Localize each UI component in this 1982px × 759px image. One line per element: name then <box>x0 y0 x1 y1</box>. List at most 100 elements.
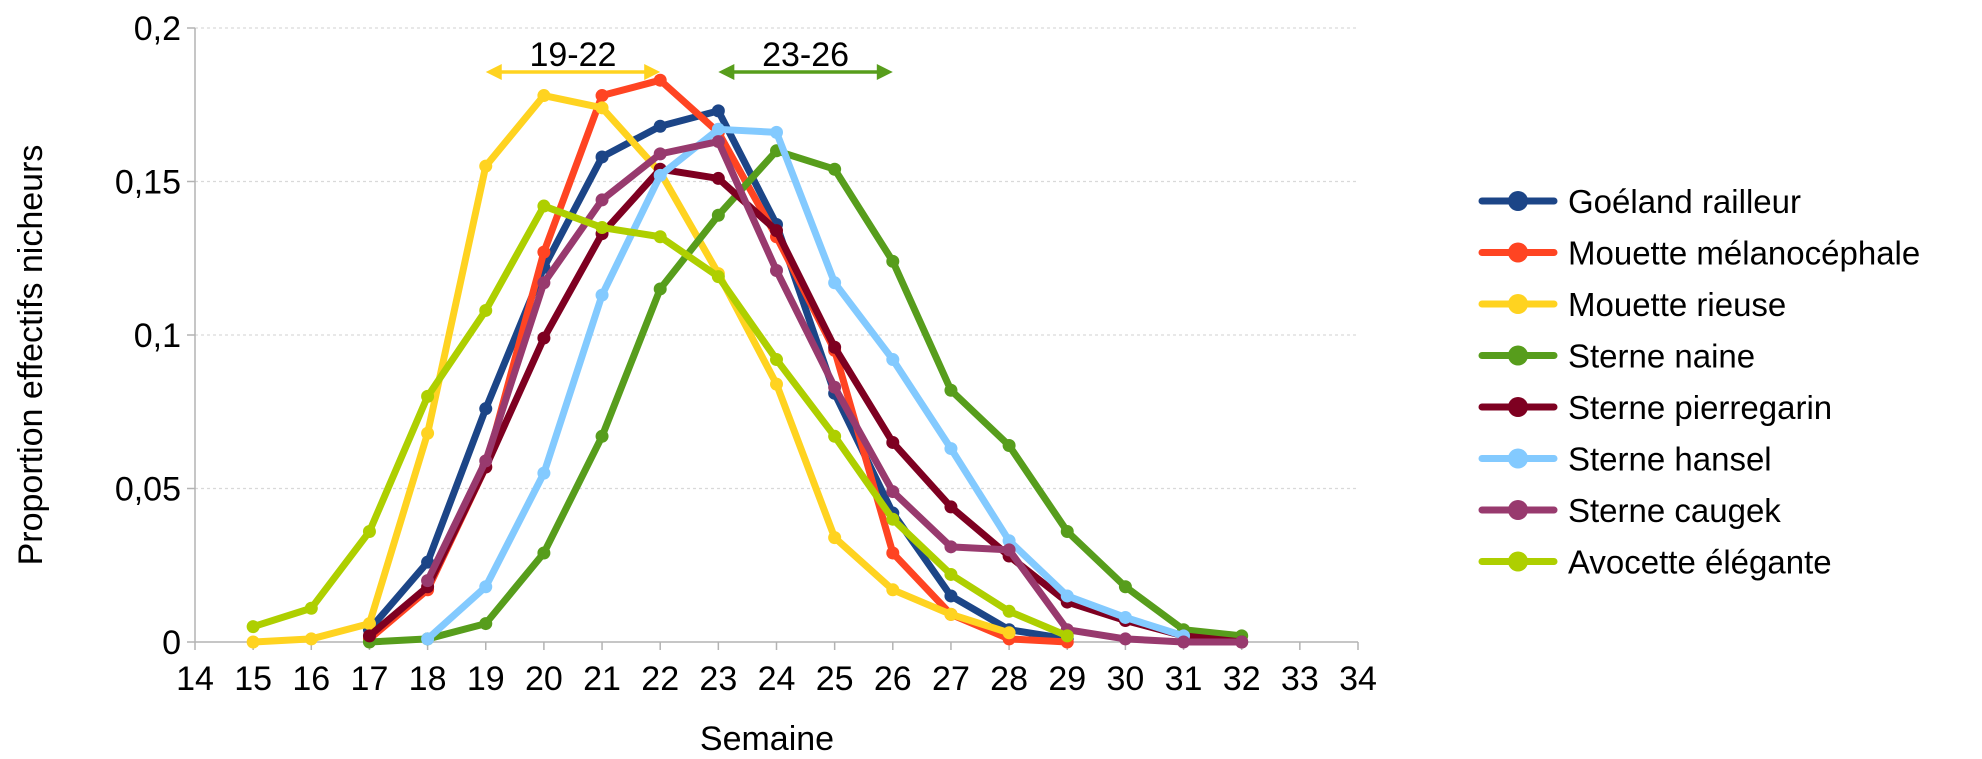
legend-label: Sterne pierregarin <box>1568 389 1832 426</box>
series-7 <box>246 199 1074 643</box>
legend-label: Mouette rieuse <box>1568 286 1786 323</box>
x-tick-label: 31 <box>1165 660 1203 698</box>
data-point <box>1060 589 1074 603</box>
data-point <box>421 389 435 403</box>
legend-swatch-marker <box>1508 551 1528 572</box>
legend-swatch-marker <box>1508 345 1528 366</box>
data-point <box>653 282 667 296</box>
legend-item: Sterne pierregarin <box>1478 389 1832 426</box>
legend-item: Mouette rieuse <box>1478 286 1786 323</box>
data-point <box>595 221 609 235</box>
x-tick-label: 28 <box>990 660 1028 698</box>
data-point <box>1002 626 1016 640</box>
data-point <box>1118 610 1132 624</box>
x-tick-label: 20 <box>525 660 563 698</box>
grid-lines <box>195 27 1358 490</box>
series-line <box>249 202 1071 640</box>
data-point <box>653 147 667 161</box>
series-lines <box>246 73 1249 649</box>
legend-item: Mouette mélanocéphale <box>1478 235 1920 272</box>
data-point <box>479 303 493 317</box>
series-line <box>365 147 1246 646</box>
legend-label: Sterne hansel <box>1568 441 1772 478</box>
legend-swatch-marker <box>1508 500 1528 520</box>
legend-swatch-marker <box>1508 448 1528 469</box>
annotation-arrow-head <box>644 64 661 80</box>
data-point <box>770 353 783 367</box>
series-line <box>365 165 1246 646</box>
x-tick-label: 22 <box>641 660 679 698</box>
data-point <box>711 122 725 136</box>
data-point <box>362 629 376 643</box>
data-point <box>479 580 493 594</box>
series-line <box>365 76 1071 646</box>
data-point <box>653 230 667 244</box>
x-tick-label: 14 <box>176 660 214 698</box>
data-point <box>595 150 609 164</box>
data-point <box>479 402 493 416</box>
data-point <box>828 276 842 290</box>
data-point <box>304 632 318 646</box>
data-point <box>1002 543 1016 557</box>
series-0 <box>362 104 1074 646</box>
x-tick-label: 17 <box>351 660 389 698</box>
data-point <box>421 632 435 646</box>
series-1 <box>362 73 1074 649</box>
data-point <box>479 454 493 468</box>
data-point <box>828 531 842 545</box>
x-tick-label: 18 <box>409 660 447 698</box>
data-point <box>886 546 900 560</box>
data-point <box>944 607 958 621</box>
annotation-arrow-head <box>876 64 893 80</box>
data-point <box>1002 604 1016 618</box>
legend-swatch-marker <box>1508 397 1528 417</box>
legend-item: Sterne caugek <box>1478 492 1781 529</box>
data-point <box>944 383 958 397</box>
legend-label: Sterne caugek <box>1568 492 1781 529</box>
data-point <box>770 264 783 278</box>
data-point <box>828 429 842 443</box>
data-point <box>537 331 551 345</box>
legend: Goéland railleur Mouette mélanocéphale Mou… <box>1478 183 1920 581</box>
annotation-arrow-head <box>485 64 502 80</box>
x-tick-label: 27 <box>932 660 970 698</box>
data-point <box>595 193 609 207</box>
x-tick-label: 33 <box>1281 660 1319 698</box>
data-point <box>886 583 900 597</box>
data-point <box>711 135 725 149</box>
data-point <box>653 168 667 182</box>
data-point <box>770 125 783 139</box>
x-tick-label: 24 <box>758 660 796 698</box>
data-point <box>537 466 551 480</box>
data-point <box>246 620 260 634</box>
annotation-1: 23-26 <box>718 36 893 80</box>
series-line <box>365 107 1071 643</box>
data-point <box>304 601 318 615</box>
series-6 <box>421 135 1249 649</box>
data-point <box>1118 580 1132 594</box>
data-point <box>537 276 551 290</box>
data-point <box>1002 439 1016 453</box>
x-tick-label: 25 <box>816 660 854 698</box>
series-line <box>249 92 1013 646</box>
x-tick-label: 34 <box>1339 660 1377 698</box>
x-tick-label: 19 <box>467 660 505 698</box>
annotation-arrow-head <box>718 64 735 80</box>
data-point <box>886 435 900 449</box>
data-point <box>770 377 783 391</box>
data-point <box>828 162 842 176</box>
data-point <box>537 199 551 213</box>
legend-item: Sterne hansel <box>1478 441 1772 478</box>
y-axis-label: Proportion effectifs nicheurs <box>12 145 50 566</box>
x-tick-label: 29 <box>1048 660 1086 698</box>
data-point <box>944 442 958 456</box>
y-axis-ticks: 0 0,05 0,1 0,15 0,2 <box>115 10 195 662</box>
data-point <box>711 208 725 222</box>
legend-item: Sterne naine <box>1478 338 1755 375</box>
x-tick-label: 23 <box>699 660 737 698</box>
data-point <box>595 101 609 115</box>
y-tick-label: 0,2 <box>134 10 181 48</box>
series-line <box>424 125 1188 643</box>
x-tick-label: 32 <box>1223 660 1261 698</box>
